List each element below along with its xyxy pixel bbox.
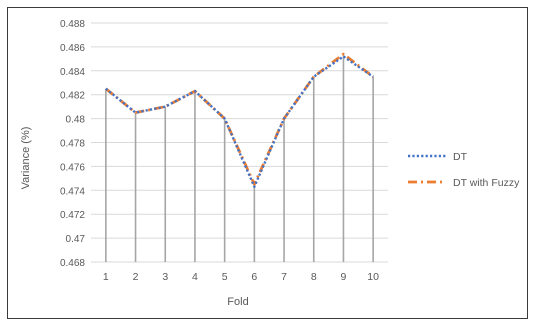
y-tick-label: 0.48 xyxy=(66,115,86,126)
y-tick-label: 0.474 xyxy=(60,186,85,197)
y-axis-label: Variance (%) xyxy=(20,127,32,190)
drop-lines xyxy=(105,54,374,262)
gridlines xyxy=(91,22,388,263)
y-tick-label: 0.488 xyxy=(60,19,85,30)
x-tick-label: 4 xyxy=(192,271,198,283)
x-tick-label: 3 xyxy=(162,271,168,283)
series-line-dt-with-fuzzy xyxy=(104,52,375,186)
x-tick-label: 10 xyxy=(367,271,379,283)
legend-label: DT xyxy=(453,151,468,163)
x-tick-label: 7 xyxy=(281,271,287,283)
x-tick-label: 2 xyxy=(133,271,139,283)
series-lines xyxy=(104,52,375,188)
y-axis-ticks: 0.468 0.47 0.472 0.474 0.476 0.478 0.48 0.482 0.… xyxy=(60,19,85,269)
x-axis-ticks: 1 2 3 4 5 6 7 8 9 10 xyxy=(103,271,379,283)
x-tick-label: 8 xyxy=(311,271,317,283)
y-tick-label: 0.47 xyxy=(66,234,86,245)
x-axis-label: Fold xyxy=(227,296,248,308)
series-line-dt xyxy=(105,55,374,188)
x-tick-label: 6 xyxy=(251,271,257,283)
x-tick-label: 1 xyxy=(103,271,109,283)
x-tick-label: 9 xyxy=(341,271,347,283)
y-tick-label: 0.484 xyxy=(60,67,85,78)
y-tick-label: 0.472 xyxy=(60,210,85,221)
y-tick-label: 0.478 xyxy=(60,139,85,150)
y-tick-label: 0.486 xyxy=(60,43,85,54)
y-tick-label: 0.468 xyxy=(60,258,85,269)
y-tick-label: 0.482 xyxy=(60,91,85,102)
chart-frame xyxy=(7,7,528,319)
legend-label: DT with Fuzzy xyxy=(453,177,520,189)
legend: DT DT with Fuzzy xyxy=(408,151,520,189)
y-tick-label: 0.476 xyxy=(60,162,85,173)
x-tick-label: 5 xyxy=(222,271,228,283)
